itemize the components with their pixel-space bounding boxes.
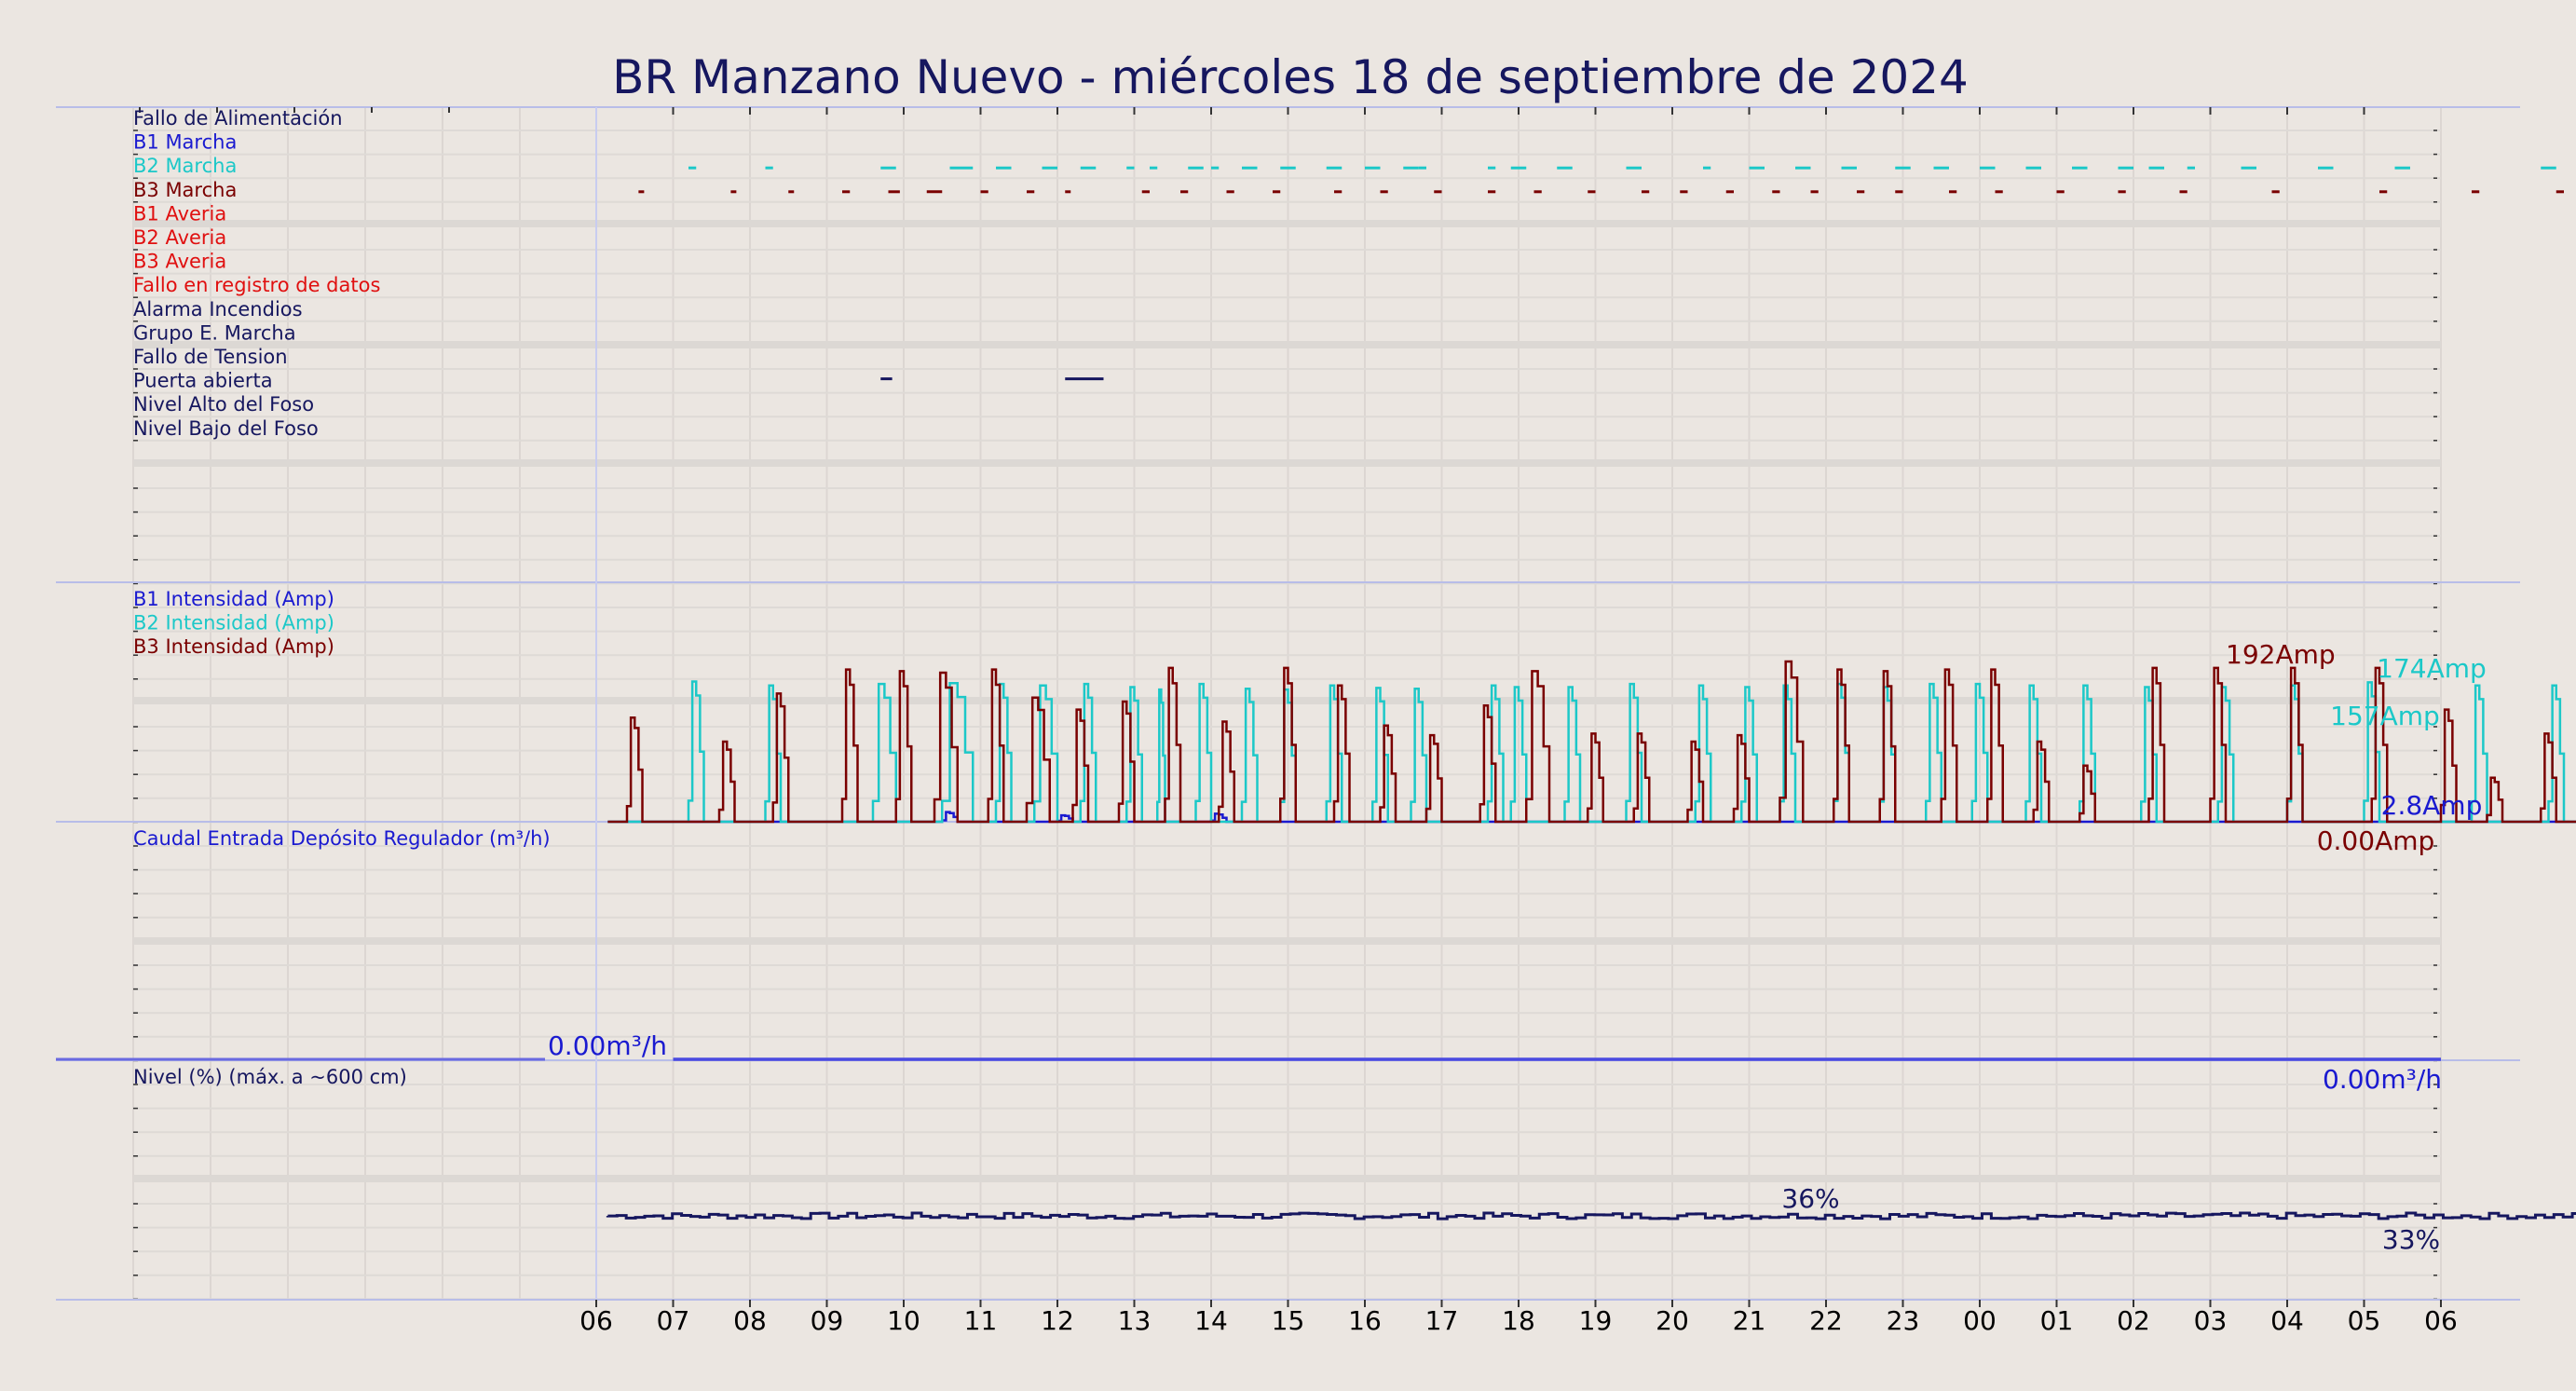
x-tick-label: 08	[733, 1305, 767, 1336]
status-label: Fallo de Tension	[133, 346, 288, 368]
status-label: Puerta abierta	[133, 370, 273, 392]
grid-band	[133, 1175, 2441, 1182]
x-tick-label: 03	[2194, 1305, 2228, 1336]
status-label: B1 Averia	[133, 202, 226, 225]
status-label: Nivel Bajo del Foso	[133, 417, 319, 440]
x-tick-label: 04	[2270, 1305, 2304, 1336]
current-labels: B1 Intensidad (Amp)B2 Intensidad (Amp)B3…	[133, 588, 334, 658]
x-tick-label: 15	[1272, 1305, 1305, 1336]
current-series-label: B1 Intensidad (Amp)	[133, 588, 334, 610]
x-tick-label: 10	[887, 1305, 920, 1336]
level-end-annotation: 33%	[2382, 1224, 2440, 1255]
status-label: B1 Marcha	[133, 131, 237, 154]
x-tick-label: 11	[964, 1305, 998, 1336]
x-tick-label: 06	[2424, 1305, 2458, 1336]
x-tick-label: 21	[1733, 1305, 1766, 1336]
status-label: Fallo de Alimentación	[133, 107, 343, 130]
x-tick-label: 01	[2040, 1305, 2074, 1336]
status-events	[638, 166, 2564, 381]
level-label: Nivel (%) (máx. a ~600 cm)	[133, 1066, 407, 1088]
x-tick-label: 12	[1041, 1305, 1074, 1336]
x-tick-label: 09	[811, 1305, 844, 1336]
x-tick-label: 17	[1425, 1305, 1459, 1336]
flow-label: Caudal Entrada Depósito Regulador (m³/h)	[133, 827, 551, 850]
b2-mid-annotation: 157Amp	[2330, 701, 2440, 731]
status-label: B2 Averia	[133, 226, 226, 249]
b1-end-annotation: 2.8Amp	[2381, 790, 2483, 821]
x-tick-label: 14	[1194, 1305, 1228, 1336]
x-tick-label: 16	[1348, 1305, 1382, 1336]
x-tick-label: 00	[1963, 1305, 1997, 1336]
status-label: Nivel Alto del Foso	[133, 393, 314, 416]
grid-lines	[132, 107, 2442, 1301]
level-line	[606, 1211, 2576, 1221]
b3-current-line	[607, 660, 2576, 824]
grid-band	[133, 459, 2441, 467]
x-tick-label: 20	[1656, 1305, 1689, 1336]
x-tick-label: 02	[2117, 1305, 2150, 1336]
b3-end-annotation: 0.00Amp	[2317, 825, 2435, 856]
x-axis-ticks: 06 07 08 09 10 11 12 13 14 15 16 17 18 19 20 21 22 23 00 01…	[579, 1300, 2458, 1336]
status-label: Fallo en registro de datos	[133, 274, 380, 296]
status-label: B3 Averia	[133, 251, 226, 273]
status-label: B3 Marcha	[133, 179, 237, 201]
status-label: Grupo E. Marcha	[133, 321, 296, 344]
level-panel: Nivel (%) (máx. a ~600 cm) 36% 33%	[133, 1066, 2576, 1255]
b3-max-annotation: 192Amp	[2226, 639, 2336, 670]
current-series-label: B3 Intensidad (Amp)	[133, 635, 334, 658]
flow-end-annotation: 0.00m³/h	[2323, 1064, 2442, 1095]
x-tick-label: 13	[1118, 1305, 1152, 1336]
status-label: Alarma Incendios	[133, 298, 303, 320]
x-tick-label: 05	[2348, 1305, 2381, 1336]
x-tick-label: 07	[657, 1305, 690, 1336]
current-series-label: B2 Intensidad (Amp)	[133, 612, 334, 634]
current-lines: 192Amp 174Amp 157Amp 2.8Amp 0.00Amp	[607, 639, 2576, 856]
x-tick-label: 19	[1579, 1305, 1613, 1336]
grid-band	[133, 937, 2441, 945]
x-tick-label: 22	[1809, 1305, 1843, 1336]
chart-title: BR Manzano Nuevo - miércoles 18 de septi…	[612, 50, 1969, 104]
status-label: B2 Marcha	[133, 155, 237, 177]
b2-end-annotation: 174Amp	[2377, 653, 2487, 684]
x-tick-label: 18	[1502, 1305, 1535, 1336]
flow-panel: Caudal Entrada Depósito Regulador (m³/h)…	[56, 827, 2442, 1095]
grid-band	[133, 341, 2441, 348]
flow-start-annotation: 0.00m³/h	[548, 1030, 667, 1061]
grid-band	[133, 220, 2441, 227]
level-mid-annotation: 36%	[1781, 1183, 1839, 1214]
x-tick-label: 06	[579, 1305, 613, 1336]
x-tick-label: 23	[1887, 1305, 1920, 1336]
